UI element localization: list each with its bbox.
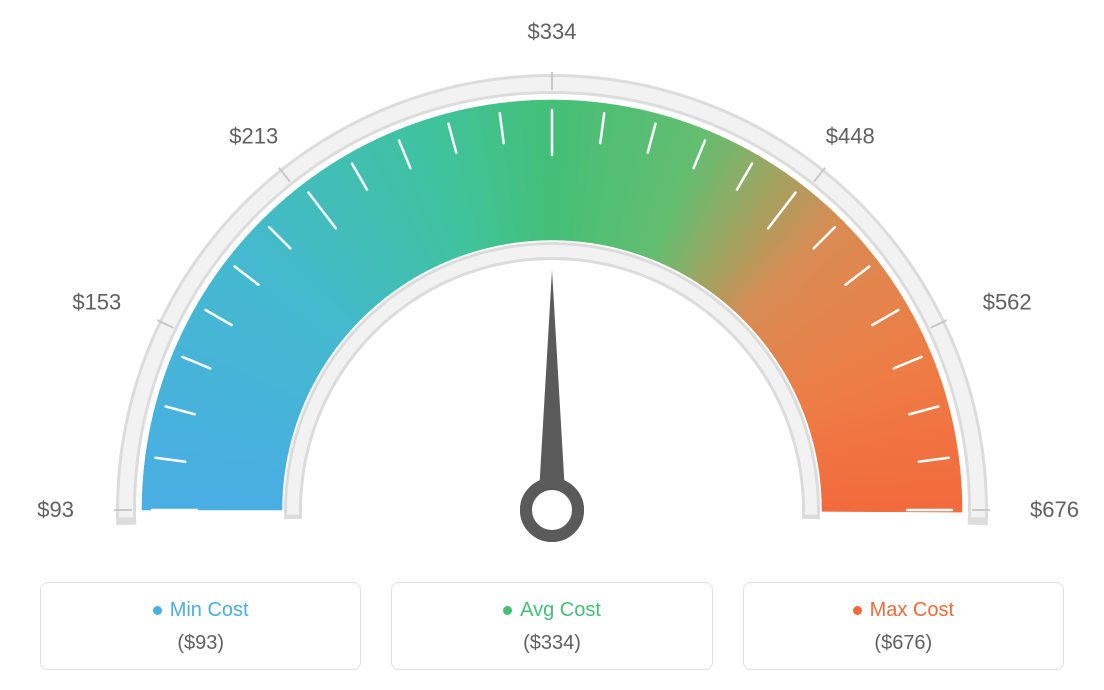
gauge-chart: $93 $153 $213 $334 $448 $562 $676 [0, 10, 1104, 570]
legend-min-dot-icon [153, 606, 162, 615]
legend-min-label: Min Cost [170, 599, 249, 621]
legend-avg-title: Avg Cost [392, 599, 711, 622]
legend-row: Min Cost ($93) Avg Cost ($334) Max Cost … [0, 582, 1104, 670]
legend-card-min: Min Cost ($93) [40, 582, 361, 670]
legend-max-dot-icon [853, 606, 862, 615]
legend-min-title: Min Cost [41, 599, 360, 622]
legend-max-value: ($676) [744, 632, 1063, 655]
legend-max-title: Max Cost [744, 599, 1063, 622]
svg-text:$213: $213 [229, 123, 278, 148]
svg-text:$334: $334 [528, 19, 577, 44]
legend-card-avg: Avg Cost ($334) [391, 582, 712, 670]
legend-avg-value: ($334) [392, 632, 711, 655]
svg-text:$448: $448 [826, 123, 875, 148]
legend-avg-dot-icon [503, 606, 512, 615]
svg-text:$153: $153 [72, 290, 121, 315]
svg-text:$676: $676 [1030, 497, 1079, 522]
legend-max-label: Max Cost [870, 599, 954, 621]
gauge-svg: $93 $153 $213 $334 $448 $562 $676 [0, 10, 1104, 570]
svg-text:$562: $562 [983, 290, 1032, 315]
legend-min-value: ($93) [41, 632, 360, 655]
legend-card-max: Max Cost ($676) [743, 582, 1064, 670]
legend-avg-label: Avg Cost [520, 599, 601, 621]
svg-text:$93: $93 [37, 497, 74, 522]
